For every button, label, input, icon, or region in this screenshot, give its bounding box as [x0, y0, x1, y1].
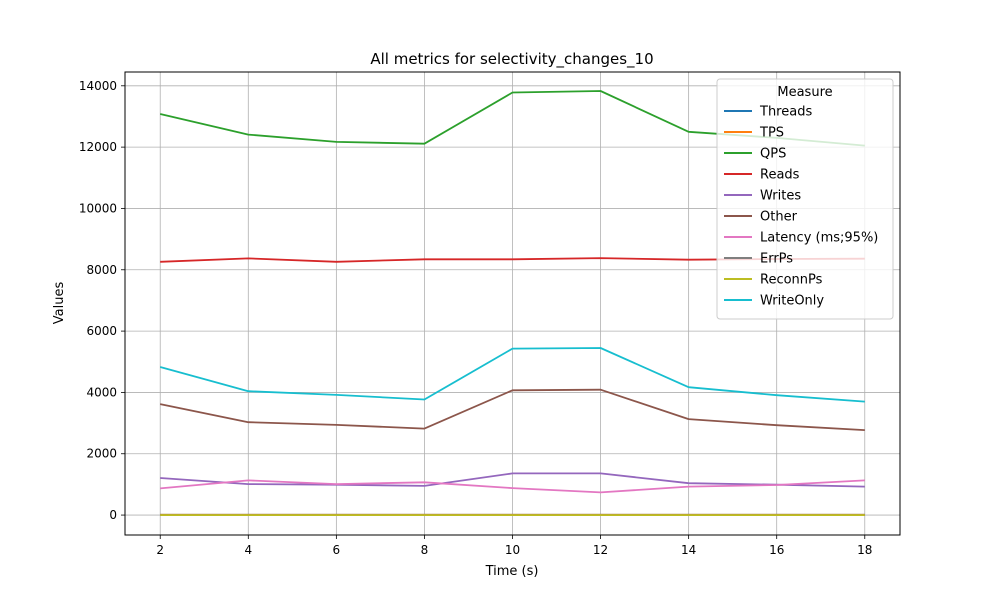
series-line-writeonly [159, 347, 865, 403]
legend-label-qps: QPS [760, 147, 786, 162]
y-tick-label: 2000 [86, 447, 117, 461]
x-tick-label: 6 [333, 543, 341, 557]
legend-label-tps: TPS [759, 126, 784, 141]
y-tick-label: 8000 [86, 263, 117, 277]
x-tick-label: 10 [505, 543, 520, 557]
legend-label-writes: Writes [760, 189, 801, 204]
legend-label-other: Other [760, 210, 798, 225]
series-line-writes [160, 472, 865, 488]
y-tick-label: 14000 [79, 79, 117, 93]
x-axis-ticks: 2 4 6 8 10 12 14 16 18 [156, 535, 872, 557]
y-tick-label: 6000 [86, 324, 117, 338]
x-tick-label: 16 [769, 543, 784, 557]
y-tick-label: 4000 [86, 385, 117, 399]
series-line-other [160, 388, 865, 431]
legend-label-writeonly: WriteOnly [760, 294, 824, 309]
legend-label-reconnps: ReconnPs [760, 273, 823, 288]
legend-label-latency-ms-95: Latency (ms;95%) [760, 231, 878, 246]
y-tick-label: 0 [109, 508, 117, 522]
x-tick-label: 12 [593, 543, 608, 557]
legend-box [716, 78, 894, 320]
x-tick-label: 8 [421, 543, 429, 557]
x-axis-label: Time (s) [485, 564, 539, 579]
y-axis-label: Values [52, 282, 67, 325]
y-axis-ticks: 0 2000 4000 6000 8000 10000 12000 14000 [79, 79, 125, 522]
y-tick-label: 12000 [79, 140, 117, 154]
legend-title: Measure [777, 85, 832, 100]
series-line-latency-ms-95 [160, 479, 865, 494]
legend-label-reads: Reads [760, 168, 800, 183]
chart-title: All metrics for selectivity_changes_10 [370, 50, 653, 69]
legend-label-errps: ErrPs [760, 252, 793, 267]
x-tick-label: 14 [681, 543, 696, 557]
legend: Measure Threads TPS QPS Reads Writes Other Late… [716, 78, 894, 320]
legend-label-threads: Threads [759, 105, 812, 120]
x-tick-label: 2 [156, 543, 164, 557]
x-tick-label: 4 [244, 543, 252, 557]
y-tick-label: 10000 [79, 201, 117, 215]
x-tick-label: 18 [857, 543, 872, 557]
